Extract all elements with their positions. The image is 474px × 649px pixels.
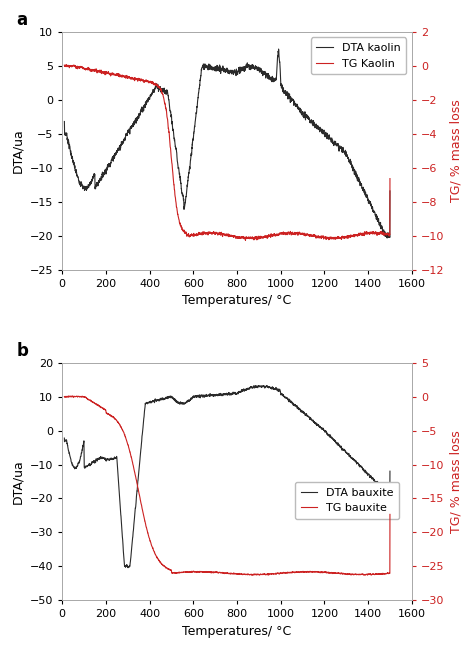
TG bauxite [70,392,75,400]
TG bauxite [387,511,393,519]
TG Kaolin [62,61,67,69]
TG Kaolin [381,231,387,239]
TG Kaolin [186,233,192,241]
DTA bauxite [99,454,104,462]
DTA bauxite [186,397,192,405]
DTA bauxite [387,467,393,475]
DTA bauxite [118,511,124,519]
DTA kaolin [186,166,192,174]
Y-axis label: DTA/ua: DTA/ua [11,129,24,173]
TG bauxite [186,568,192,576]
TG Kaolin [243,236,248,244]
X-axis label: Temperatures/ °C: Temperatures/ °C [182,625,292,638]
X-axis label: Temperatures/ °C: Temperatures/ °C [182,294,292,307]
Legend: DTA kaolin, TG Kaolin: DTA kaolin, TG Kaolin [311,38,406,74]
TG Kaolin [201,228,206,236]
TG bauxite [346,570,352,578]
DTA bauxite [201,393,206,400]
DTA kaolin [118,141,124,149]
DTA bauxite [62,434,67,442]
Line: TG Kaolin: TG Kaolin [64,65,390,240]
DTA bauxite [264,382,270,389]
TG Kaolin [346,232,352,240]
DTA bauxite [346,450,352,458]
TG Kaolin [118,73,124,80]
Y-axis label: DTA/ua: DTA/ua [11,459,24,504]
TG bauxite [381,570,387,578]
TG bauxite [256,571,262,579]
Legend: DTA bauxite, TG bauxite: DTA bauxite, TG bauxite [295,482,399,519]
Y-axis label: TG/ % mass loss: TG/ % mass loss [450,430,463,533]
DTA bauxite [381,486,387,494]
DTA kaolin [384,234,390,241]
Y-axis label: TG/ % mass loss: TG/ % mass loss [450,99,463,202]
TG Kaolin [99,68,104,76]
TG Kaolin [64,61,69,69]
TG bauxite [201,569,206,576]
TG bauxite [118,423,124,431]
DTA kaolin [387,187,393,195]
Line: DTA bauxite: DTA bauxite [64,386,390,568]
DTA kaolin [276,45,282,53]
DTA bauxite [125,564,131,572]
Line: TG bauxite: TG bauxite [64,396,390,575]
DTA kaolin [346,155,351,163]
DTA kaolin [62,117,67,125]
TG bauxite [99,404,104,411]
Line: DTA kaolin: DTA kaolin [64,49,390,238]
DTA kaolin [381,226,386,234]
TG Kaolin [387,175,393,182]
DTA kaolin [201,60,206,68]
Text: b: b [17,341,28,360]
Text: a: a [17,11,28,29]
DTA kaolin [99,176,104,184]
TG bauxite [62,393,67,400]
